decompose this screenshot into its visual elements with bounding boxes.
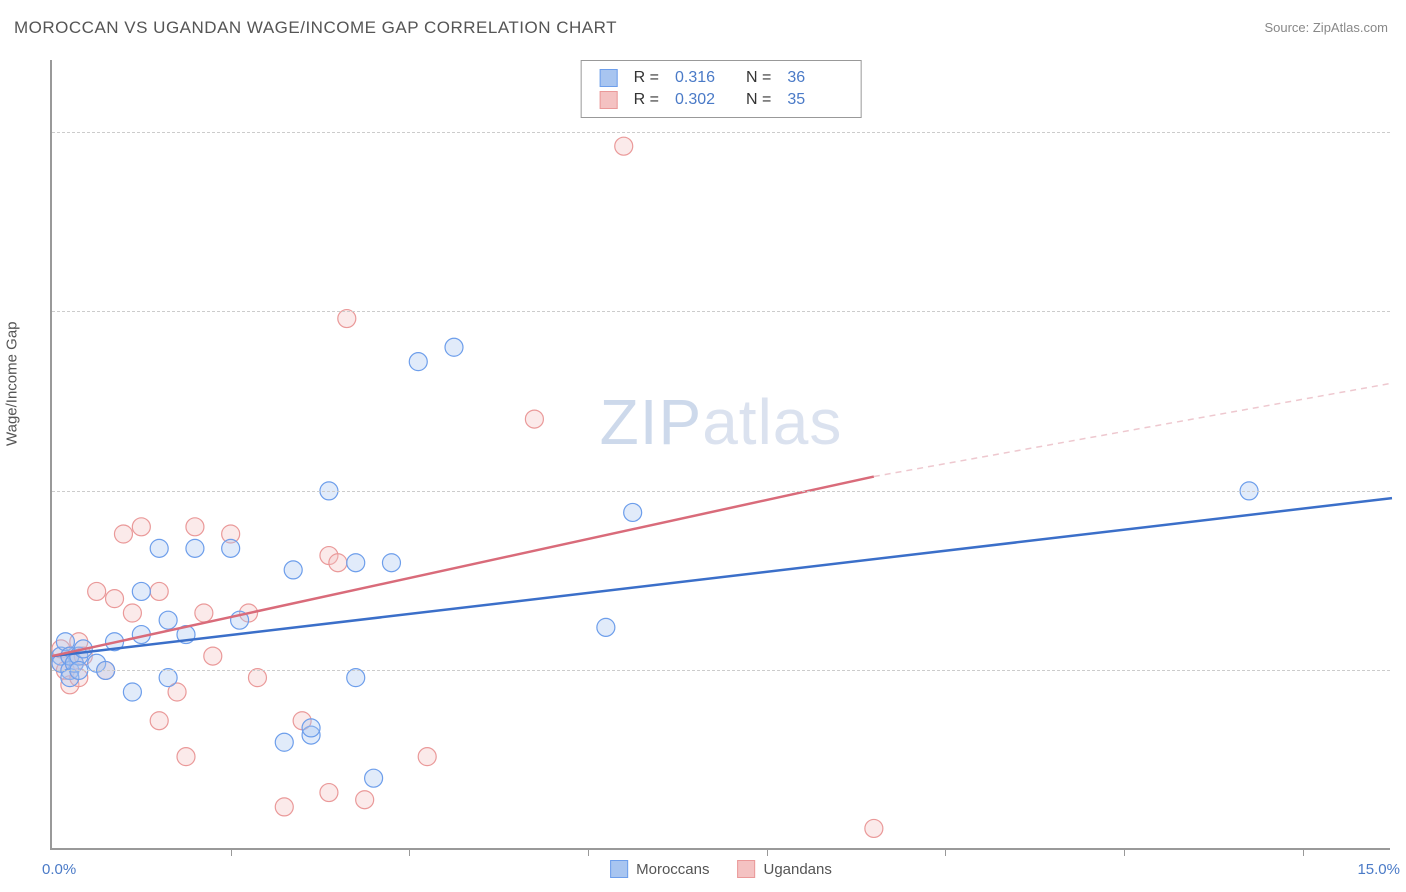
data-point-ugandans xyxy=(106,590,124,608)
stats-legend-box: R = 0.316 N = 36 R = 0.302 N = 35 xyxy=(581,60,862,118)
data-point-ugandans xyxy=(204,647,222,665)
data-point-moroccans xyxy=(302,719,320,737)
data-point-ugandans xyxy=(865,819,883,837)
data-point-moroccans xyxy=(597,618,615,636)
gridline-h xyxy=(52,491,1390,492)
regression-line-ugandans-dashed xyxy=(874,383,1392,476)
legend-bottom: Moroccans Ugandans xyxy=(610,860,832,878)
x-tick xyxy=(231,848,232,856)
data-point-ugandans xyxy=(150,582,168,600)
data-point-moroccans xyxy=(159,611,177,629)
data-point-ugandans xyxy=(132,518,150,536)
stats-r-moroccans: 0.316 xyxy=(675,69,730,87)
legend-item-moroccans: Moroccans xyxy=(610,860,709,878)
swatch-moroccans xyxy=(600,69,618,87)
gridline-h xyxy=(52,311,1390,312)
x-tick xyxy=(767,848,768,856)
data-point-moroccans xyxy=(275,733,293,751)
x-axis-right-label: 15.0% xyxy=(1357,861,1400,878)
data-point-moroccans xyxy=(445,338,463,356)
y-axis-label: Wage/Income Gap xyxy=(4,321,21,446)
x-tick xyxy=(945,848,946,856)
chart-container: MOROCCAN VS UGANDAN WAGE/INCOME GAP CORR… xyxy=(0,0,1406,892)
data-point-ugandans xyxy=(88,582,106,600)
data-point-moroccans xyxy=(365,769,383,787)
data-point-ugandans xyxy=(186,518,204,536)
data-point-ugandans xyxy=(356,791,374,809)
data-point-ugandans xyxy=(275,798,293,816)
stats-r-label-2: R = xyxy=(634,91,659,109)
data-point-moroccans xyxy=(186,539,204,557)
legend-item-ugandans: Ugandans xyxy=(737,860,831,878)
x-tick xyxy=(1124,848,1125,856)
data-point-moroccans xyxy=(222,539,240,557)
stats-n-moroccans: 36 xyxy=(787,69,842,87)
data-point-ugandans xyxy=(615,137,633,155)
gridline-h xyxy=(52,670,1390,671)
legend-swatch-ugandans xyxy=(737,860,755,878)
plot-svg xyxy=(52,60,1390,848)
data-point-ugandans xyxy=(525,410,543,428)
x-axis-left-label: 0.0% xyxy=(42,861,76,878)
x-tick xyxy=(1303,848,1304,856)
x-tick xyxy=(588,848,589,856)
data-point-ugandans xyxy=(320,784,338,802)
data-point-ugandans xyxy=(329,554,347,572)
data-point-moroccans xyxy=(123,683,141,701)
data-point-ugandans xyxy=(418,748,436,766)
data-point-ugandans xyxy=(114,525,132,543)
data-point-ugandans xyxy=(195,604,213,622)
plot-area: ZIPatlas R = 0.316 N = 36 R = 0.302 N = … xyxy=(50,60,1390,850)
data-point-ugandans xyxy=(177,748,195,766)
stats-n-label-2: N = xyxy=(746,91,771,109)
data-point-moroccans xyxy=(624,503,642,521)
data-point-moroccans xyxy=(150,539,168,557)
gridline-h xyxy=(52,132,1390,133)
stats-n-label: N = xyxy=(746,69,771,87)
data-point-moroccans xyxy=(284,561,302,579)
stats-n-ugandans: 35 xyxy=(787,91,842,109)
legend-swatch-moroccans xyxy=(610,860,628,878)
stats-r-ugandans: 0.302 xyxy=(675,91,730,109)
data-point-moroccans xyxy=(132,582,150,600)
data-point-ugandans xyxy=(123,604,141,622)
legend-label-ugandans: Ugandans xyxy=(763,861,831,878)
legend-label-moroccans: Moroccans xyxy=(636,861,709,878)
swatch-ugandans xyxy=(600,91,618,109)
source-label: Source: ZipAtlas.com xyxy=(1264,20,1388,35)
x-tick xyxy=(409,848,410,856)
stats-row-moroccans: R = 0.316 N = 36 xyxy=(600,67,843,89)
regression-line-ugandans xyxy=(52,477,874,657)
stats-r-label: R = xyxy=(634,69,659,87)
data-point-moroccans xyxy=(382,554,400,572)
regression-line-moroccans xyxy=(52,498,1392,656)
data-point-ugandans xyxy=(150,712,168,730)
data-point-moroccans xyxy=(409,353,427,371)
chart-title: MOROCCAN VS UGANDAN WAGE/INCOME GAP CORR… xyxy=(14,18,617,38)
stats-row-ugandans: R = 0.302 N = 35 xyxy=(600,89,843,111)
data-point-moroccans xyxy=(347,554,365,572)
